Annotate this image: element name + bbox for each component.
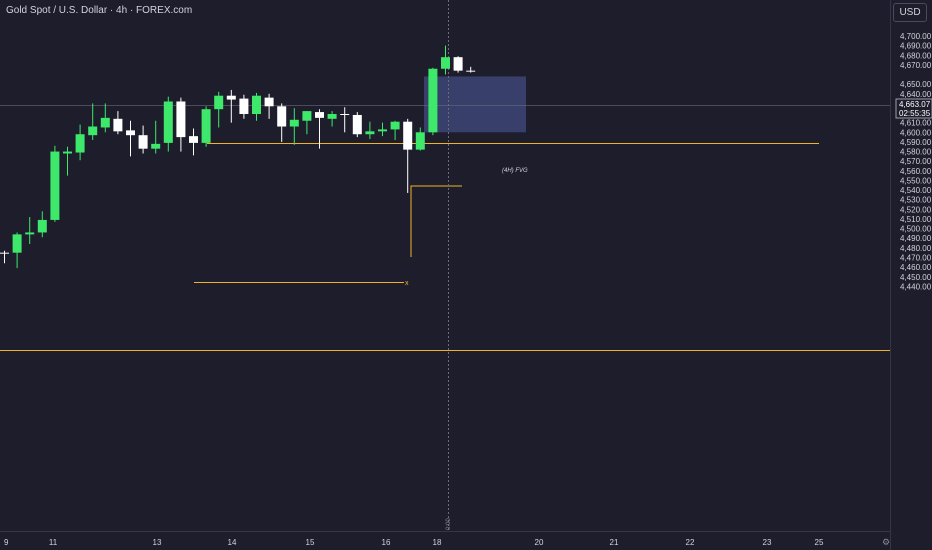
price-tick-label: 4,680.00: [900, 51, 932, 60]
fvg-midline: [410, 185, 462, 257]
candle-body: [50, 151, 60, 220]
time-tick-label: 18: [433, 538, 442, 547]
price-axis-panel: [890, 0, 932, 550]
last-price-box: [895, 98, 932, 119]
candle-body: [415, 132, 425, 150]
price-tick-label: 4,570.00: [900, 157, 932, 166]
candle-body: [403, 121, 413, 150]
candle-body: [277, 106, 287, 127]
candle-body: [113, 118, 123, 132]
candle-body: [453, 57, 463, 71]
price-tick-label: 4,690.00: [900, 42, 932, 51]
fvg-label: (4H) FVG: [502, 168, 528, 174]
price-tick-label: 4,530.00: [900, 196, 932, 205]
time-tick-label: 22: [686, 538, 695, 547]
time-tick-label: 23: [763, 538, 772, 547]
candle-body: [365, 131, 375, 135]
price-tick-label: 4,590.00: [900, 138, 932, 147]
price-tick-label: 4,470.00: [900, 253, 932, 262]
candle-body: [126, 130, 135, 136]
price-tick-label: 4,640.00: [900, 90, 932, 99]
price-tick-label: 4,450.00: [900, 273, 932, 282]
currency-button[interactable]: USD: [893, 3, 927, 22]
candle-body: [264, 97, 274, 107]
price-tick-label: 4,610.00: [900, 119, 932, 128]
candle-body: [201, 109, 211, 143]
candle-body: [176, 101, 186, 138]
time-tick-label: 20: [535, 538, 544, 547]
price-tick-label: 4,670.00: [900, 61, 932, 70]
price-tick-label: 4,520.00: [900, 205, 932, 214]
price-tick-label: 4,560.00: [900, 167, 932, 176]
price-tick-label: 4,540.00: [900, 186, 932, 195]
price-tick-label: 4,500.00: [900, 225, 932, 234]
candle-body: [252, 95, 261, 115]
candle-body: [0, 252, 9, 254]
time-tick-label: 9: [4, 538, 9, 547]
candle-body: [100, 117, 110, 128]
time-tick-label: 11: [49, 538, 58, 547]
candle-body: [214, 95, 224, 110]
candle-body: [88, 126, 98, 136]
price-tick-label: 4,440.00: [900, 282, 932, 291]
countdown-label: 02:55:35: [899, 109, 931, 118]
chart-title: Gold Spot / U.S. Dollar · 4h · FOREX.com: [6, 5, 193, 16]
time-tick-label: 21: [610, 538, 619, 547]
candle-body: [378, 129, 387, 132]
price-tick-label: 4,650.00: [900, 80, 932, 89]
candle-body: [390, 121, 400, 130]
candle-body: [441, 57, 450, 69]
candle-body: [189, 136, 198, 143]
price-tick-label: 4,510.00: [900, 215, 932, 224]
price-tick-label: 4,550.00: [900, 176, 932, 185]
candle-body: [289, 119, 299, 127]
candle-body: [352, 114, 362, 135]
price-tick-label: 4,490.00: [900, 234, 932, 243]
candle-body: [25, 232, 35, 235]
settings-icon: ⚙: [882, 538, 890, 548]
time-tick-label: 15: [306, 538, 315, 547]
candle-body: [302, 111, 312, 121]
candle-body: [327, 114, 337, 119]
candle-body: [466, 70, 476, 72]
candle-body: [138, 135, 148, 149]
time-tick-label: 14: [228, 538, 237, 547]
time-tick-label: 25: [815, 538, 824, 547]
candle-body: [226, 95, 236, 100]
sweep-marker-label: x: [405, 280, 409, 287]
candle-body: [75, 134, 85, 153]
candle-body: [63, 151, 72, 154]
time-tick-label: 13: [153, 538, 162, 547]
price-tick-label: 4,480.00: [900, 244, 932, 253]
candle-body: [37, 219, 47, 233]
price-tick-label: 4,580.00: [900, 148, 932, 157]
candle-body: [239, 98, 249, 115]
candle-body: [163, 101, 173, 143]
candle-body: [340, 114, 350, 116]
fvg-box: [424, 76, 526, 133]
price-tick-label: 4,700.00: [900, 32, 932, 41]
last-price-label: 4,663.07: [899, 100, 931, 109]
time-tick-label: 16: [382, 538, 391, 547]
price-tick-label: 4,600.00: [900, 128, 932, 137]
crosshair-time-label: 0:00: [446, 518, 452, 530]
candle-body: [12, 234, 22, 253]
candle-body: [315, 112, 324, 118]
candle-body: [428, 68, 438, 133]
price-tick-label: 4,460.00: [900, 263, 932, 272]
candle-body: [151, 143, 161, 149]
